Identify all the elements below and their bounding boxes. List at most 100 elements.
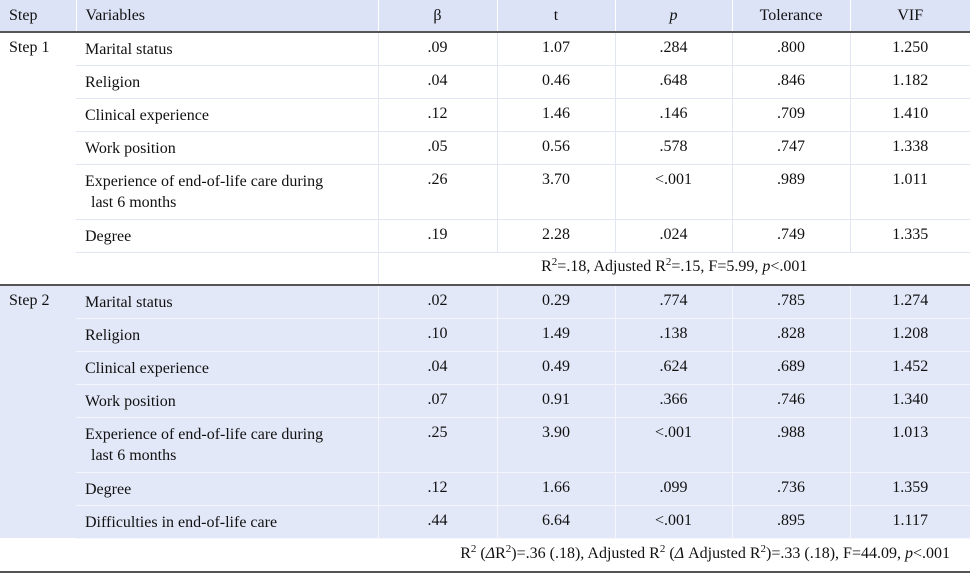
header-beta: β [377, 0, 497, 33]
table-row: Degree .19 2.28 .024 .749 1.335 [0, 219, 970, 253]
header-p: p [614, 0, 732, 33]
variable-name: Work position [76, 384, 378, 418]
step-label: Step 2 [9, 292, 50, 309]
t-value: 3.70 [496, 164, 615, 220]
t-value: 0.49 [496, 351, 615, 385]
t-value: 1.66 [496, 472, 615, 506]
p-value: .624 [614, 351, 732, 385]
variable-name: Marital status [76, 285, 378, 319]
beta-value: .19 [377, 219, 497, 253]
t-value: 0.91 [496, 384, 615, 418]
p-value: <.001 [614, 505, 732, 539]
vif-value: 1.410 [849, 98, 970, 132]
vif-value: 1.117 [849, 505, 970, 539]
model-summary-row: R2=.18, Adjusted R2=.15, F=5.99, p<.001 [0, 252, 970, 284]
tolerance-value: .709 [731, 98, 850, 132]
p-value: .578 [614, 131, 732, 165]
table-row: Step 2 Marital status .02 0.29 .774 .785… [0, 285, 970, 319]
vif-value: 1.274 [849, 285, 970, 319]
p-value: .284 [614, 32, 732, 66]
variable-name: Religion [76, 318, 378, 352]
beta-value: .05 [377, 131, 497, 165]
variable-name: Experience of end-of-life care during las… [76, 417, 378, 473]
tolerance-value: .736 [731, 472, 850, 506]
t-value: 0.56 [496, 131, 615, 165]
vif-value: 1.359 [849, 472, 970, 506]
variable-name: Clinical experience [76, 351, 378, 385]
t-value: 1.46 [496, 98, 615, 132]
beta-value: .25 [377, 417, 497, 473]
p-value: <.001 [614, 164, 732, 220]
tolerance-value: .846 [731, 65, 850, 99]
p-value: .648 [614, 65, 732, 99]
header-t: t [496, 0, 615, 33]
t-value: 0.46 [496, 65, 615, 99]
table-row: Clinical experience .04 0.49 .624 .689 1… [0, 351, 970, 385]
vif-value: 1.011 [849, 164, 970, 220]
p-value: <.001 [614, 417, 732, 473]
variable-name: Experience of end-of-life care during las… [76, 164, 378, 220]
vif-value: 1.335 [849, 219, 970, 253]
table-row: Religion .04 0.46 .648 .846 1.182 [0, 65, 970, 99]
p-value: .024 [614, 219, 732, 253]
table-row: Degree .12 1.66 .099 .736 1.359 [0, 472, 970, 506]
vif-value: 1.340 [849, 384, 970, 418]
variable-name: Religion [76, 65, 378, 99]
variable-name: Degree [76, 219, 378, 253]
tolerance-value: .989 [731, 164, 850, 220]
t-value: 2.28 [496, 219, 615, 253]
beta-value: .12 [377, 98, 497, 132]
p-value: .138 [614, 318, 732, 352]
header-tolerance: Tolerance [731, 0, 850, 33]
header-vif: VIF [849, 0, 970, 33]
t-value: 1.49 [496, 318, 615, 352]
vif-value: 1.182 [849, 65, 970, 99]
header-variables: Variables [75, 0, 378, 33]
step1-group: Step 1 Marital status .09 1.07 .284 .800… [0, 32, 970, 286]
beta-value: .04 [377, 65, 497, 99]
variable-name: Marital status [76, 32, 378, 66]
tolerance-value: .747 [731, 131, 850, 165]
table-row: Step 1 Marital status .09 1.07 .284 .800… [0, 32, 970, 66]
step-label: Step 1 [9, 39, 50, 56]
table-row: Clinical experience .12 1.46 .146 .709 1… [0, 98, 970, 132]
model-summary-row: R2 (ΔR2)=.36 (.18), Adjusted R2 (Δ Adjus… [0, 538, 970, 573]
tolerance-value: .689 [731, 351, 850, 385]
header-step: Step [0, 0, 76, 33]
t-value: 1.07 [496, 32, 615, 66]
tolerance-value: .746 [731, 384, 850, 418]
p-value: .146 [614, 98, 732, 132]
vif-value: 1.338 [849, 131, 970, 165]
table-row: Work position .07 0.91 .366 .746 1.340 [0, 384, 970, 418]
beta-value: .09 [377, 32, 497, 66]
p-value: .366 [614, 384, 732, 418]
p-value: .099 [614, 472, 732, 506]
t-value: 6.64 [496, 505, 615, 539]
tolerance-value: .828 [731, 318, 850, 352]
vif-value: 1.208 [849, 318, 970, 352]
variable-name: Degree [76, 472, 378, 506]
t-value: 3.90 [496, 417, 615, 473]
table-row: Religion .10 1.49 .138 .828 1.208 [0, 318, 970, 352]
p-value: .774 [614, 285, 732, 319]
beta-value: .10 [377, 318, 497, 352]
variable-name: Clinical experience [76, 98, 378, 132]
t-value: 0.29 [496, 285, 615, 319]
table-row: Experience of end-of-life care during las… [0, 417, 970, 473]
beta-value: .07 [377, 384, 497, 418]
model-summary: R2=.18, Adjusted R2=.15, F=5.99, p<.001 [377, 252, 970, 284]
beta-value: .44 [377, 505, 497, 539]
tolerance-value: .749 [731, 219, 850, 253]
header-row: Step Variables β t p Tolerance VIF [0, 0, 970, 33]
vif-value: 1.452 [849, 351, 970, 385]
tolerance-value: .785 [731, 285, 850, 319]
beta-value: .04 [377, 351, 497, 385]
vif-value: 1.250 [849, 32, 970, 66]
variable-name: Work position [76, 131, 378, 165]
model-summary: R2 (ΔR2)=.36 (.18), Adjusted R2 (Δ Adjus… [378, 538, 970, 573]
beta-value: .12 [377, 472, 497, 506]
table-row: Experience of end-of-life care during las… [0, 164, 970, 220]
table-row: Work position .05 0.56 .578 .747 1.338 [0, 131, 970, 165]
variable-name: Difficulties in end-of-life care [76, 505, 378, 539]
